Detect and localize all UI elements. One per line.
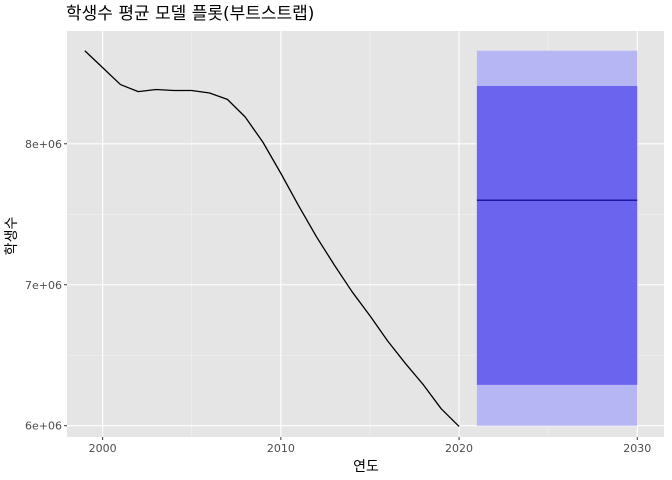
x-axis-title: 연도	[353, 459, 379, 475]
y-axis-title: 학생수	[4, 217, 20, 256]
x-tick-label: 2000	[89, 442, 117, 455]
forecast-interval-80	[476, 85, 638, 385]
data-lines	[84, 50, 638, 427]
y-axis-ticks: 6e+06 7e+06 8e+06	[25, 138, 67, 433]
y-tick-label: 6e+06	[25, 420, 62, 433]
series-line	[84, 50, 460, 427]
y-tick-label: 7e+06	[25, 279, 62, 292]
x-tick-label: 2030	[623, 442, 651, 455]
y-tick-label: 8e+06	[25, 138, 62, 151]
x-tick-label: 2020	[445, 442, 473, 455]
x-tick-label: 2010	[267, 442, 295, 455]
forecast-bands	[476, 50, 638, 426]
x-axis-ticks: 2000 2010 2020 2030	[89, 437, 651, 455]
chart-title: 학생수 평균 모델 플롯(부트스트랩)	[66, 4, 314, 24]
